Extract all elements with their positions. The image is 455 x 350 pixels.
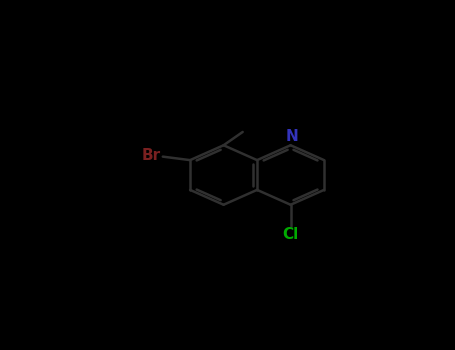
Text: N: N bbox=[286, 129, 298, 144]
Text: Cl: Cl bbox=[283, 227, 298, 242]
Text: Br: Br bbox=[142, 148, 161, 163]
